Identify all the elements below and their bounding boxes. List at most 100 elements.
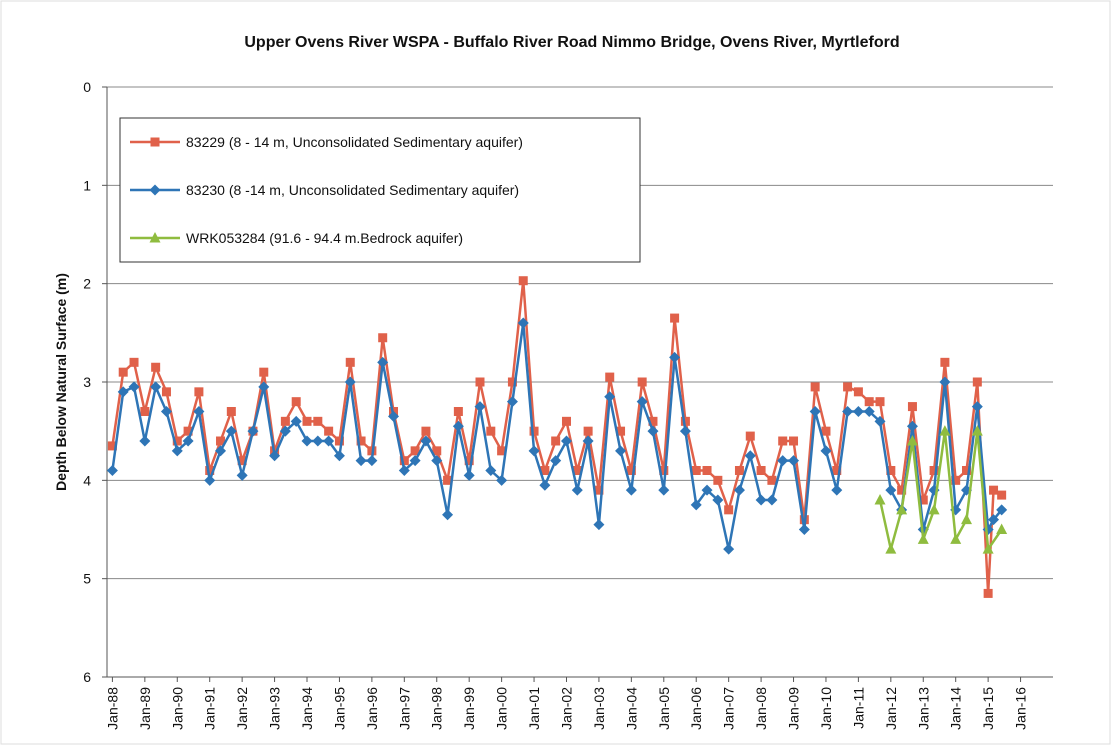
data-point xyxy=(691,466,701,475)
data-point xyxy=(778,436,788,446)
data-point xyxy=(997,490,1007,500)
data-point xyxy=(594,485,604,495)
data-point xyxy=(971,425,983,436)
data-point xyxy=(950,533,962,544)
data-point xyxy=(236,469,248,481)
data-point xyxy=(290,415,302,427)
data-point xyxy=(648,416,658,426)
data-point xyxy=(897,485,907,495)
data-point xyxy=(756,466,766,475)
data-point xyxy=(399,456,409,466)
data-point xyxy=(723,543,735,555)
x-tick-label: Jan-90 xyxy=(169,687,185,730)
data-point xyxy=(582,435,594,447)
data-point xyxy=(874,415,886,427)
data-point xyxy=(496,474,508,486)
data-point xyxy=(896,503,908,515)
data-point xyxy=(842,406,854,417)
data-point xyxy=(734,466,744,475)
x-tick-label: Jan-15 xyxy=(980,687,996,730)
data-point xyxy=(659,466,669,475)
data-point xyxy=(669,351,681,363)
data-point xyxy=(356,436,366,446)
data-point xyxy=(637,377,647,387)
data-point xyxy=(107,441,117,451)
data-point xyxy=(875,397,885,407)
data-point xyxy=(269,450,281,462)
data-point xyxy=(443,475,453,485)
data-point xyxy=(907,402,917,412)
data-point xyxy=(745,431,755,441)
data-point xyxy=(670,313,680,323)
data-point xyxy=(701,484,713,496)
data-point xyxy=(766,494,778,506)
data-point xyxy=(593,519,605,531)
data-point xyxy=(712,494,724,506)
data-point xyxy=(150,381,162,393)
data-point xyxy=(518,276,528,286)
data-point xyxy=(205,466,215,475)
data-point xyxy=(551,436,561,446)
data-point xyxy=(996,523,1008,534)
data-point xyxy=(583,426,593,436)
data-point xyxy=(216,436,226,446)
data-point xyxy=(463,469,475,481)
legend-box xyxy=(119,117,641,263)
data-point xyxy=(486,426,496,436)
data-point xyxy=(690,499,702,511)
legend-text: 83230 (8 -14 m, Unconsolidated Sedimenta… xyxy=(186,182,519,198)
data-point xyxy=(452,420,464,432)
data-point xyxy=(572,466,582,475)
data-point xyxy=(506,396,518,408)
data-point xyxy=(485,465,497,476)
data-point xyxy=(355,455,367,467)
data-point xyxy=(996,504,1008,516)
data-point xyxy=(291,397,301,407)
x-tick-label: Jan-13 xyxy=(915,687,931,730)
data-point xyxy=(864,397,874,407)
data-point xyxy=(972,377,982,387)
data-point xyxy=(885,543,897,554)
data-point xyxy=(442,509,454,521)
data-point xyxy=(616,426,626,436)
x-tick-label: Jan-07 xyxy=(721,687,737,730)
data-point xyxy=(333,450,345,462)
data-point xyxy=(962,466,972,475)
data-point xyxy=(918,495,928,505)
x-tick-label: Jan-01 xyxy=(526,687,542,730)
data-point xyxy=(636,396,648,408)
x-tick-label: Jan-94 xyxy=(299,687,315,730)
data-point xyxy=(259,367,269,377)
data-point xyxy=(432,446,442,456)
data-point xyxy=(507,377,517,387)
data-point xyxy=(989,485,999,495)
data-point xyxy=(497,446,507,456)
data-point xyxy=(193,406,205,417)
x-tick-label: Jan-06 xyxy=(688,687,704,730)
data-point xyxy=(183,426,193,436)
y-tick-label: 3 xyxy=(83,374,91,390)
data-point xyxy=(917,533,929,544)
x-tick-label: Jan-98 xyxy=(429,687,445,730)
data-point xyxy=(702,466,712,475)
data-point xyxy=(929,466,939,475)
data-point xyxy=(831,484,843,496)
x-tick-label: Jan-11 xyxy=(850,687,866,729)
data-point xyxy=(378,333,388,343)
x-tick-label: Jan-10 xyxy=(818,687,834,730)
data-point xyxy=(172,436,182,446)
x-tick-label: Jan-93 xyxy=(267,687,283,730)
data-point xyxy=(724,505,734,515)
legend-text: WRK053284 (91.6 - 94.4 m.Bedrock aquifer… xyxy=(186,230,463,246)
y-tick-label: 4 xyxy=(83,472,91,488)
data-point xyxy=(550,455,562,467)
data-point xyxy=(313,416,323,426)
legend-marker xyxy=(150,137,160,147)
data-point xyxy=(863,406,875,417)
data-point xyxy=(540,466,550,475)
y-tick-label: 1 xyxy=(83,177,91,193)
data-point xyxy=(605,372,615,382)
data-point xyxy=(733,484,745,496)
x-tick-label: Jan-00 xyxy=(494,687,510,730)
